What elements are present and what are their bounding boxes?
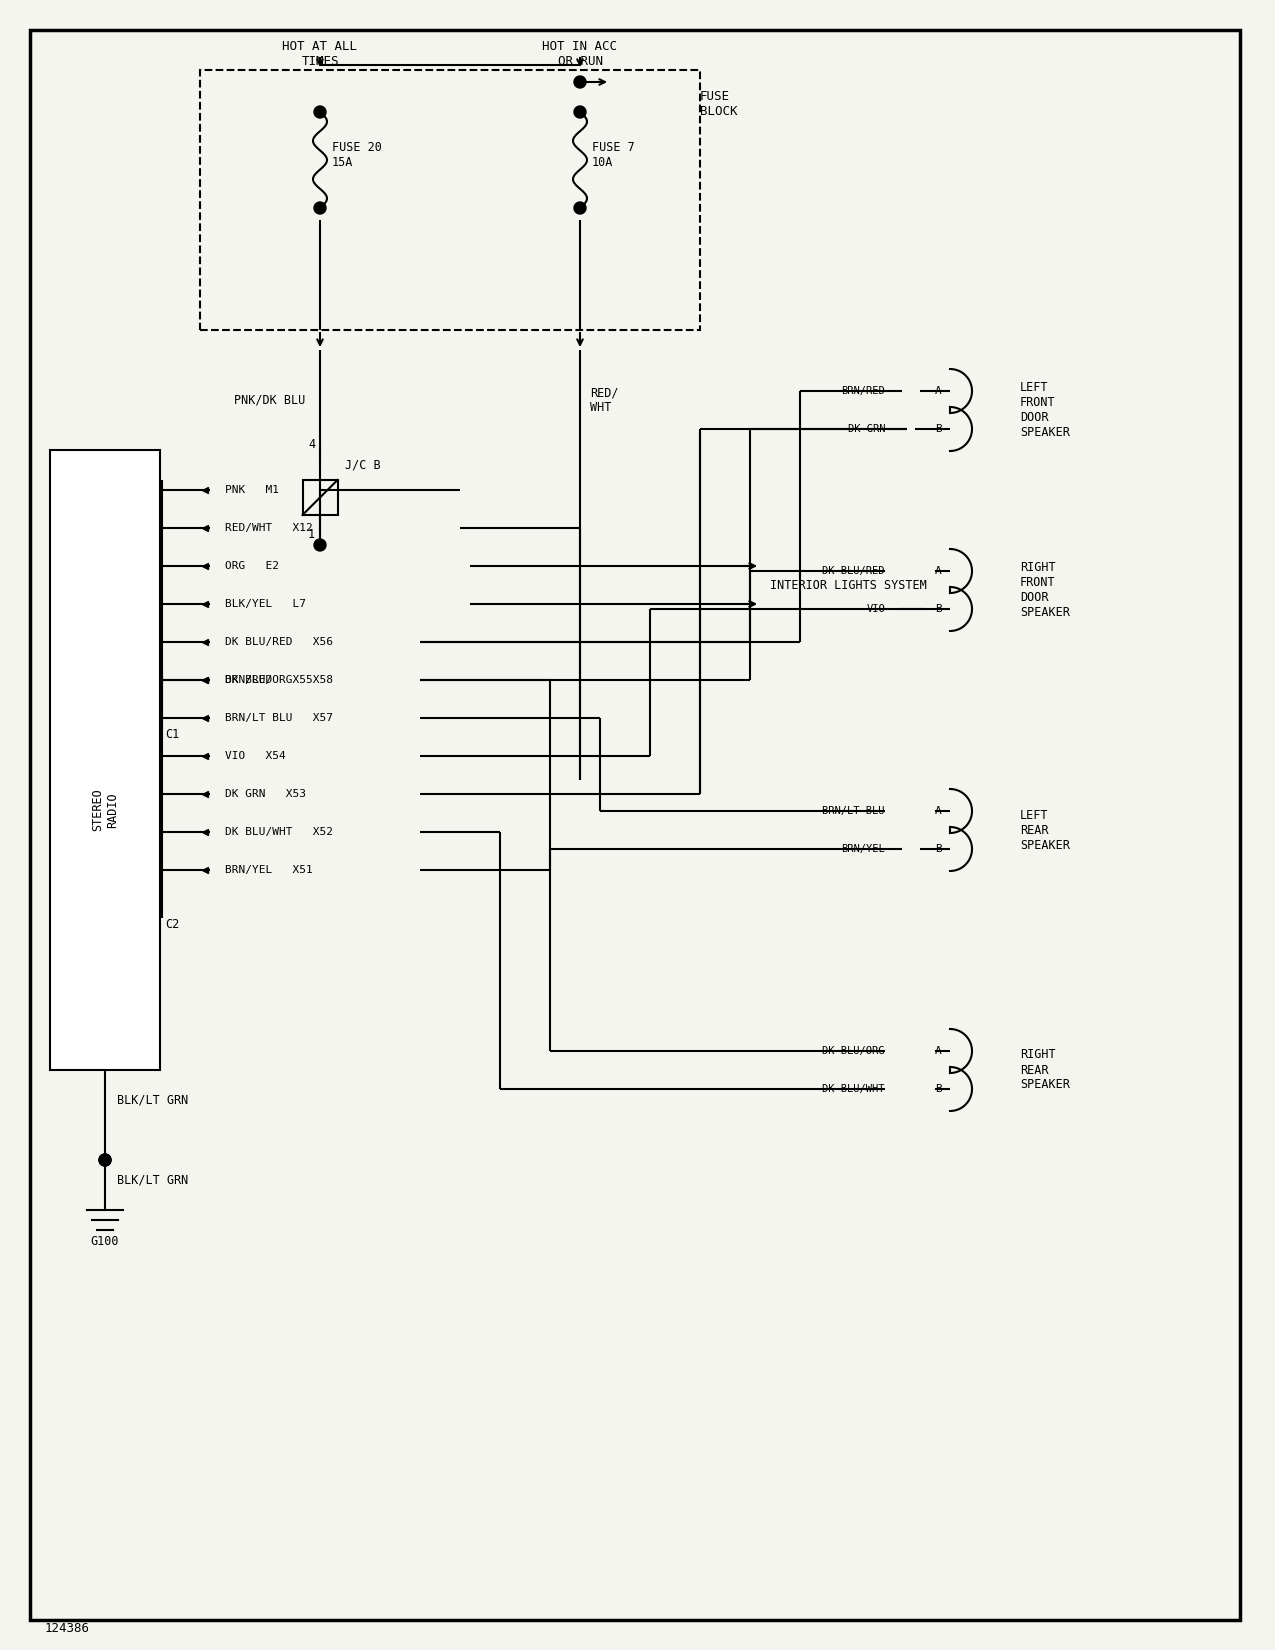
Text: BRN/YEL: BRN/YEL — [842, 845, 885, 855]
Text: DK BLU/RED   X56: DK BLU/RED X56 — [224, 637, 333, 647]
Text: ORG   E2: ORG E2 — [224, 561, 279, 571]
Text: 1: 1 — [307, 528, 315, 541]
Text: FUSE
BLOCK: FUSE BLOCK — [700, 91, 737, 119]
Text: B: B — [936, 604, 942, 614]
Text: BRN/LT BLU: BRN/LT BLU — [822, 805, 885, 817]
Text: B: B — [936, 845, 942, 855]
Text: BLK/YEL   L7: BLK/YEL L7 — [224, 599, 306, 609]
Text: RED/WHT   X12: RED/WHT X12 — [224, 523, 312, 533]
Text: A: A — [936, 1046, 942, 1056]
Text: FUSE 20
15A: FUSE 20 15A — [332, 140, 382, 168]
Text: INTERIOR LIGHTS SYSTEM: INTERIOR LIGHTS SYSTEM — [770, 579, 927, 591]
Text: BLK/LT GRN: BLK/LT GRN — [117, 1173, 189, 1186]
Text: B: B — [936, 1084, 942, 1094]
Text: G100: G100 — [91, 1234, 120, 1247]
Text: RED/
WHT: RED/ WHT — [590, 386, 618, 414]
Circle shape — [574, 201, 586, 214]
Text: VIO: VIO — [866, 604, 885, 614]
Circle shape — [314, 540, 326, 551]
Text: BRN/RED   X55: BRN/RED X55 — [224, 675, 312, 685]
Text: PNK/DK BLU: PNK/DK BLU — [233, 393, 305, 406]
Text: A: A — [936, 386, 942, 396]
Text: DK BLU/ORG   X58: DK BLU/ORG X58 — [224, 675, 333, 685]
Text: J/C B: J/C B — [346, 459, 381, 472]
Circle shape — [99, 1153, 111, 1167]
Text: BLK/LT GRN: BLK/LT GRN — [117, 1094, 189, 1107]
Text: DK BLU/WHT   X52: DK BLU/WHT X52 — [224, 827, 333, 837]
Text: BRN/LT BLU   X57: BRN/LT BLU X57 — [224, 713, 333, 723]
Bar — [302, 480, 338, 515]
Text: DK GRN   X53: DK GRN X53 — [224, 789, 306, 799]
Text: VIO   X54: VIO X54 — [224, 751, 286, 761]
Circle shape — [574, 76, 586, 87]
Text: BRN/RED: BRN/RED — [842, 386, 885, 396]
Text: FUSE 7
10A: FUSE 7 10A — [592, 140, 635, 168]
Text: STEREO
RADIO: STEREO RADIO — [91, 789, 119, 832]
Text: A: A — [936, 566, 942, 576]
Bar — [50, 450, 159, 1069]
Circle shape — [99, 1153, 111, 1167]
Text: C2: C2 — [164, 917, 180, 931]
Text: B: B — [936, 424, 942, 434]
Text: HOT IN ACC
OR RUN: HOT IN ACC OR RUN — [542, 40, 617, 68]
Text: LEFT
REAR
SPEAKER: LEFT REAR SPEAKER — [1020, 808, 1070, 851]
Text: C1: C1 — [164, 728, 180, 741]
Text: RIGHT
FRONT
DOOR
SPEAKER: RIGHT FRONT DOOR SPEAKER — [1020, 561, 1070, 619]
Circle shape — [314, 106, 326, 119]
Circle shape — [574, 106, 586, 119]
Circle shape — [314, 201, 326, 214]
Text: RIGHT
REAR
SPEAKER: RIGHT REAR SPEAKER — [1020, 1048, 1070, 1092]
Text: DK BLU/RED: DK BLU/RED — [822, 566, 885, 576]
Text: 124386: 124386 — [45, 1622, 91, 1635]
Text: PNK   M1: PNK M1 — [224, 485, 279, 495]
Text: DK BLU/ORG: DK BLU/ORG — [822, 1046, 885, 1056]
Text: BRN/YEL   X51: BRN/YEL X51 — [224, 865, 312, 874]
Text: 4: 4 — [307, 439, 315, 452]
Text: A: A — [936, 805, 942, 817]
Text: LEFT
FRONT
DOOR
SPEAKER: LEFT FRONT DOOR SPEAKER — [1020, 381, 1070, 439]
Text: DK GRN: DK GRN — [848, 424, 885, 434]
Bar — [200, 69, 700, 330]
Text: DK BLU/WHT: DK BLU/WHT — [822, 1084, 885, 1094]
Text: HOT AT ALL
TIMES: HOT AT ALL TIMES — [283, 40, 357, 68]
